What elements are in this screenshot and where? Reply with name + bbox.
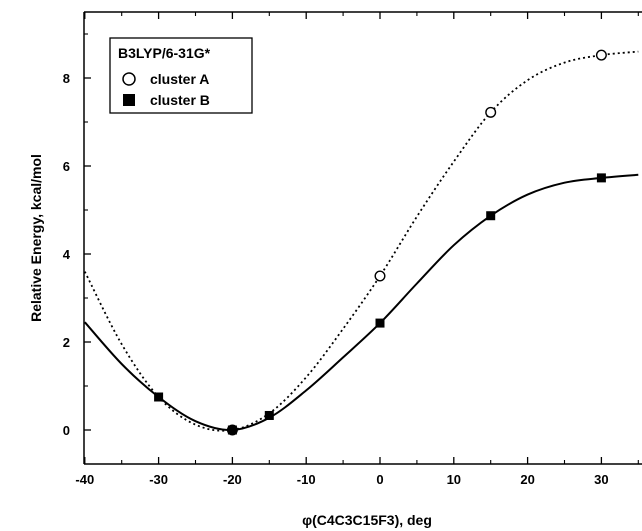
legend-marker-cluster-b [123,94,135,106]
x-tick-label: 30 [594,472,608,487]
y-axis-label: Relative Energy, kcal/mol [28,154,44,322]
x-tick-label: -40 [75,472,94,487]
cluster-b-markers [154,173,606,434]
cluster-a-point [375,271,385,281]
x-tick-label: 0 [376,472,383,487]
cluster-b-point [154,393,163,402]
x-tick-label: -30 [149,472,168,487]
cluster-b-point [228,426,237,435]
x-tick-label: -10 [297,472,316,487]
y-tick-label: 8 [63,71,70,86]
legend-title: B3LYP/6-31G* [118,45,211,61]
x-tick-label: 10 [447,472,461,487]
cluster-b-point [265,411,274,420]
legend: B3LYP/6-31G* cluster A cluster B [110,38,252,113]
y-tick-label: 0 [63,423,70,438]
cluster-a-point [597,50,607,60]
legend-marker-cluster-a [123,73,135,85]
cluster-b-point [376,319,385,328]
cluster-b-point [597,173,606,182]
y-tick-label: 6 [63,159,70,174]
y-tick-label: 2 [63,335,70,350]
x-tick-label: 20 [520,472,534,487]
x-tick-label: -20 [223,472,242,487]
y-tick-label: 4 [63,247,71,262]
y-ticks: 0 2 4 6 8 [63,34,91,438]
cluster-b-point [486,211,495,220]
x-axis-label: φ(C4C3C15F3), deg [302,512,432,528]
cluster-a-point [486,108,496,118]
legend-label-cluster-b: cluster B [150,92,210,108]
legend-label-cluster-a: cluster A [150,71,209,87]
cluster-a-markers [228,50,607,434]
